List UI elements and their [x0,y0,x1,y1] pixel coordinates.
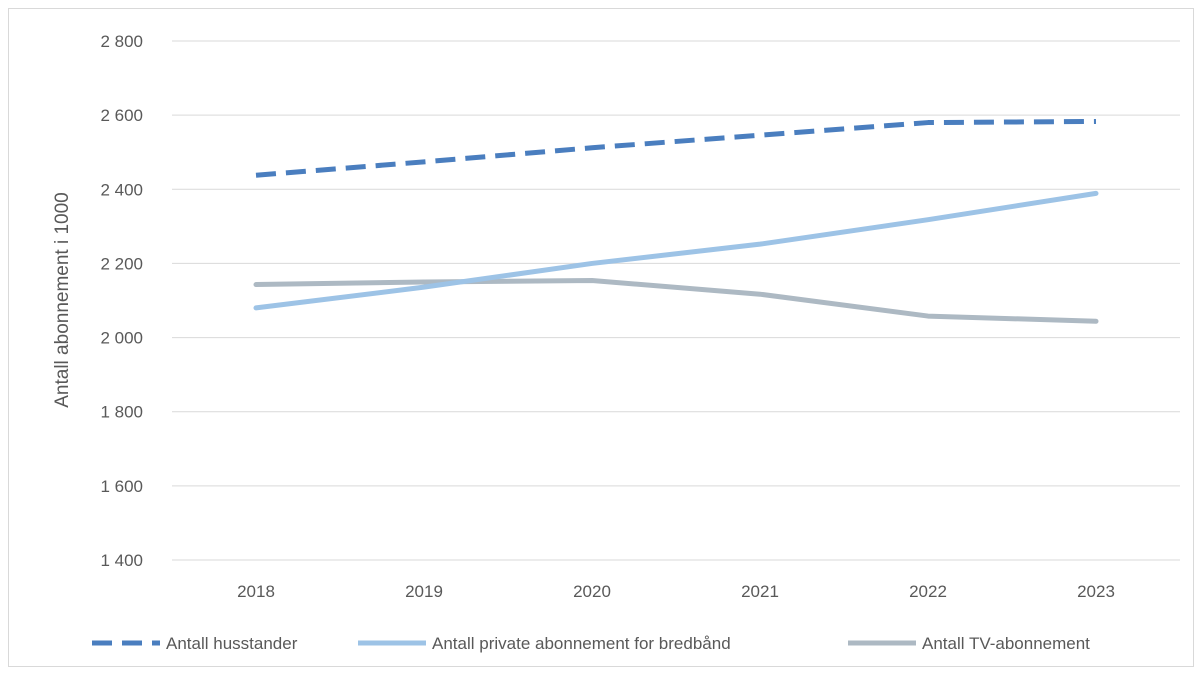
x-axis-ticks: 2018 2019 2020 2021 2022 2023 [237,582,1115,601]
series-line-3 [253,277,1099,324]
x-tick-label: 2019 [405,582,443,601]
legend-label-3: Antall TV-abonnement [922,634,1090,653]
x-tick-label: 2022 [909,582,947,601]
series-lines [253,118,1099,324]
legend-label-1: Antall husstander [166,634,298,653]
y-axis-label: Antall abonnement i 1000 [52,192,73,408]
x-tick-label: 2021 [741,582,779,601]
y-tick-label: 2 800 [100,32,143,51]
series-line-1 [255,118,1097,178]
y-tick-label: 2 000 [100,329,143,348]
y-tick-label: 2 600 [100,106,143,125]
x-tick-label: 2020 [573,582,611,601]
x-tick-label: 2023 [1077,582,1115,601]
y-tick-label: 2 200 [100,254,143,273]
legend-label-2: Antall private abonnement for bredbånd [432,634,731,653]
y-tick-label: 1 800 [100,403,143,422]
y-tick-label: 2 400 [100,180,143,199]
y-tick-label: 1 400 [100,551,143,570]
legend: Antall husstander Antall private abonneme… [92,634,1090,653]
y-axis-ticks: 1 400 1 600 1 800 2 000 2 200 2 400 2 600 2 800 [100,32,143,570]
x-tick-label: 2018 [237,582,275,601]
gridlines [172,40,1180,487]
series-line-2 [253,190,1099,311]
y-tick-label: 1 600 [100,477,143,496]
